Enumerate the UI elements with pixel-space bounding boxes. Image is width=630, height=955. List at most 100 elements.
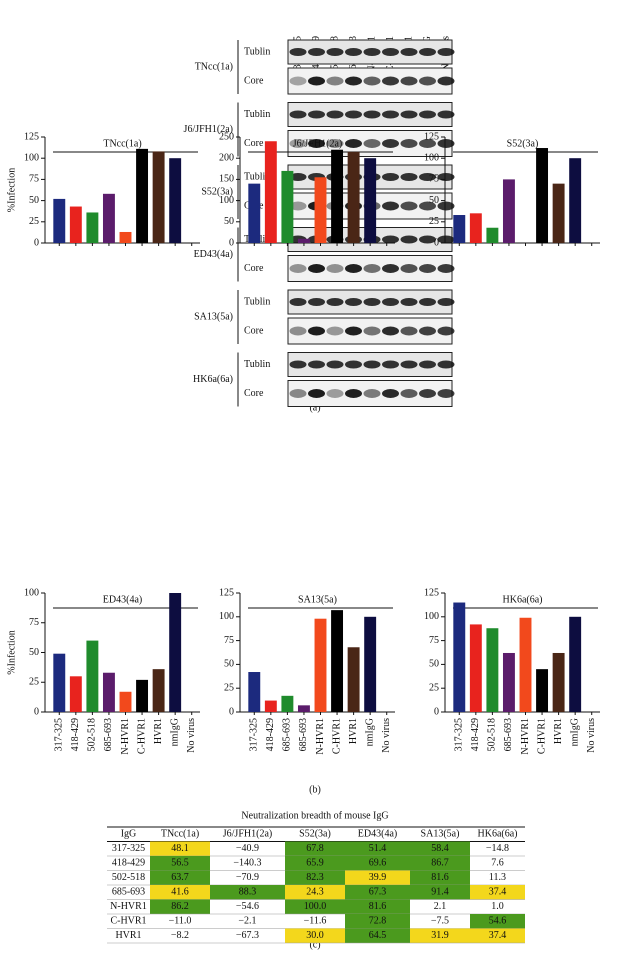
band bbox=[438, 77, 455, 86]
table-cell: 86.2 bbox=[171, 901, 189, 912]
band bbox=[401, 173, 418, 181]
bar bbox=[265, 701, 277, 712]
table-cell: 67.8 bbox=[306, 843, 324, 854]
table-cell: HVR1 bbox=[115, 930, 141, 941]
x-tick-label: 502-518 bbox=[487, 718, 498, 751]
y-tick-label: 0 bbox=[434, 237, 439, 248]
bar bbox=[569, 617, 581, 712]
group-label: ED43(4a) bbox=[194, 249, 233, 260]
table-cell: −40.9 bbox=[236, 843, 259, 854]
y-tick-label: 100 bbox=[24, 587, 39, 598]
band bbox=[327, 77, 344, 86]
table-header: J6/JFH1(2a) bbox=[223, 829, 272, 840]
bar bbox=[453, 603, 465, 712]
band bbox=[345, 111, 362, 119]
table-cell: 1.0 bbox=[491, 901, 504, 912]
table-cell: 56.5 bbox=[171, 858, 189, 869]
y-axis-label: %Infection bbox=[6, 630, 17, 674]
table-cell: −2.1 bbox=[238, 916, 256, 927]
band bbox=[290, 298, 307, 306]
bar bbox=[169, 158, 181, 243]
band bbox=[382, 298, 399, 306]
band bbox=[308, 361, 325, 369]
band-label: Tublin bbox=[244, 296, 270, 307]
table-cell: −11.6 bbox=[304, 916, 327, 927]
x-tick-label: N-HVR1 bbox=[315, 718, 326, 755]
y-tick-label: 75 bbox=[429, 174, 439, 185]
y-tick-label: 200 bbox=[219, 152, 234, 163]
y-tick-label: 75 bbox=[29, 617, 39, 628]
table-cell: 58.4 bbox=[431, 843, 449, 854]
y-tick-label: 25 bbox=[429, 682, 439, 693]
band bbox=[327, 111, 344, 119]
band bbox=[382, 264, 399, 273]
table-cell: 7.6 bbox=[491, 858, 504, 869]
x-tick-label: nmIgG bbox=[364, 718, 375, 746]
band bbox=[308, 327, 325, 336]
band bbox=[438, 111, 455, 119]
y-tick-label: 25 bbox=[429, 216, 439, 227]
band bbox=[308, 77, 325, 86]
band bbox=[345, 139, 362, 148]
band bbox=[438, 361, 455, 369]
y-tick-label: 0 bbox=[34, 237, 39, 248]
band bbox=[419, 298, 436, 306]
y-tick-label: 125 bbox=[219, 587, 234, 598]
x-tick-label: 418-429 bbox=[470, 718, 481, 751]
band-label: Tublin bbox=[244, 109, 270, 120]
band bbox=[364, 111, 381, 119]
y-tick-label: 100 bbox=[424, 152, 439, 163]
bar bbox=[348, 647, 360, 712]
table-cell: 685-693 bbox=[112, 887, 145, 898]
bar bbox=[453, 215, 465, 243]
bar bbox=[486, 228, 498, 243]
band bbox=[401, 298, 418, 306]
bar bbox=[153, 151, 165, 243]
y-tick-label: 0 bbox=[229, 237, 234, 248]
bar bbox=[281, 696, 293, 712]
table-cell: 502-518 bbox=[112, 872, 145, 883]
table-header: ED43(4a) bbox=[358, 829, 397, 840]
x-tick-label: nmIgG bbox=[169, 718, 180, 746]
bar bbox=[70, 207, 82, 243]
band-label: Core bbox=[244, 388, 264, 399]
bar bbox=[248, 672, 260, 712]
band bbox=[308, 298, 325, 306]
table-cell: 11.3 bbox=[489, 872, 506, 883]
bar bbox=[331, 610, 343, 712]
table-cell: N-HVR1 bbox=[110, 901, 147, 912]
bar bbox=[315, 177, 327, 243]
band bbox=[419, 264, 436, 273]
table-cell: 317-325 bbox=[112, 843, 145, 854]
bar bbox=[153, 669, 165, 712]
x-tick-label: 418-429 bbox=[265, 718, 276, 751]
x-tick-label: 685-693 bbox=[503, 718, 514, 751]
y-tick-label: 75 bbox=[29, 174, 39, 185]
table-cell: −67.3 bbox=[236, 930, 259, 941]
band bbox=[419, 389, 436, 398]
table-cell: 418-429 bbox=[112, 858, 145, 869]
band bbox=[401, 48, 418, 56]
table-header: SA13(5a) bbox=[421, 829, 460, 840]
table-cell: 37.4 bbox=[489, 887, 507, 898]
y-tick-label: 125 bbox=[24, 131, 39, 142]
band bbox=[364, 361, 381, 369]
bar bbox=[364, 617, 376, 712]
bar bbox=[265, 141, 277, 243]
table-cell: 81.6 bbox=[431, 872, 449, 883]
table-cell: 81.6 bbox=[369, 901, 387, 912]
band bbox=[345, 327, 362, 336]
chart-title: S52(3a) bbox=[507, 138, 539, 149]
y-tick-label: 50 bbox=[429, 195, 439, 206]
band bbox=[401, 361, 418, 369]
x-tick-label: N-HVR1 bbox=[120, 718, 131, 755]
band bbox=[364, 48, 381, 56]
table-cell: 69.6 bbox=[369, 858, 387, 869]
y-tick-label: 0 bbox=[434, 706, 439, 717]
band bbox=[364, 77, 381, 86]
table-cell: 64.5 bbox=[369, 930, 387, 941]
band bbox=[382, 361, 399, 369]
x-tick-label: N-HVR1 bbox=[520, 718, 531, 755]
table-header: S52(3a) bbox=[299, 829, 331, 840]
bar bbox=[536, 148, 548, 243]
